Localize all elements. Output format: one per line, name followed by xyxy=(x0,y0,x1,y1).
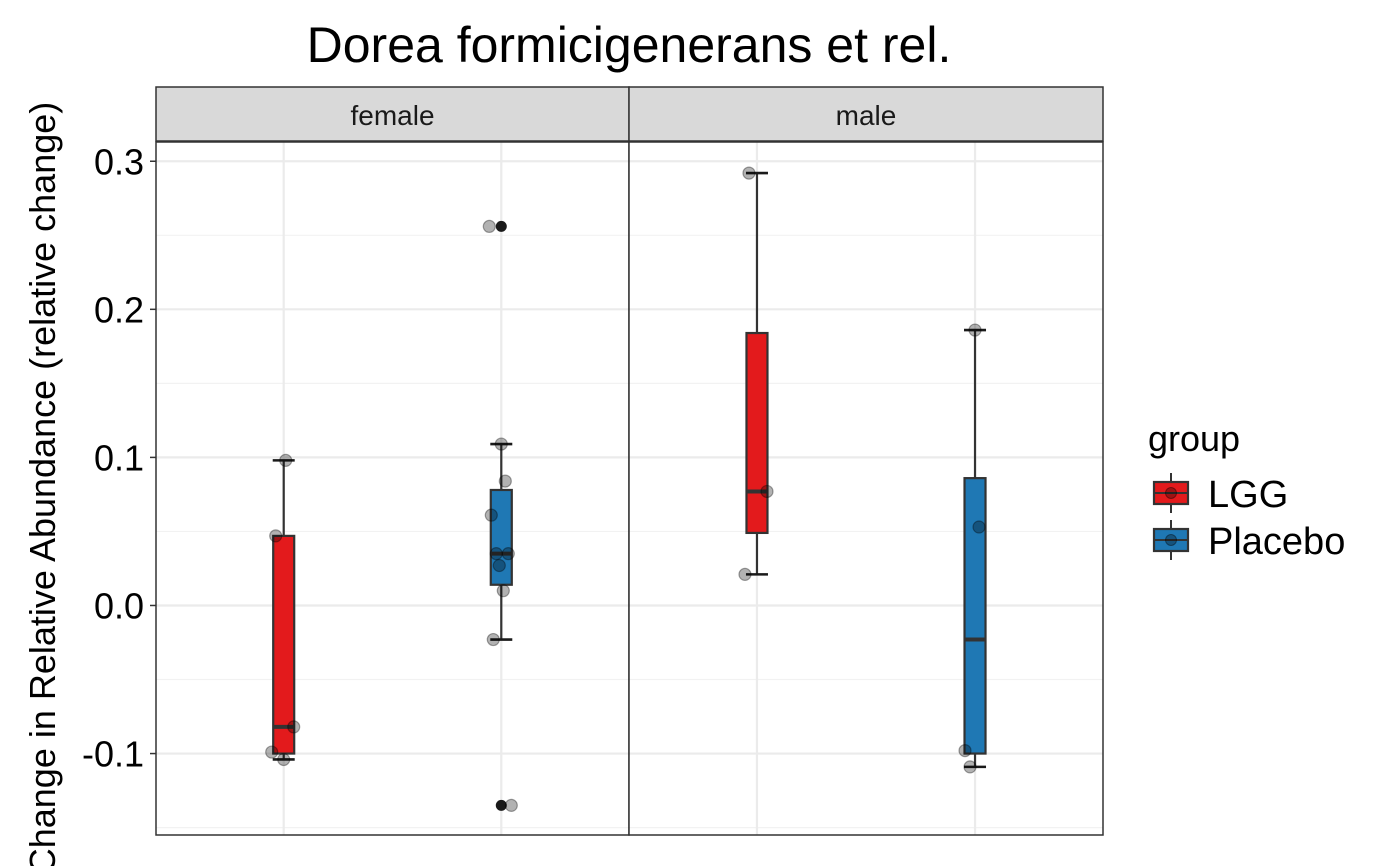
y-axis-ticks: -0.1 0.0 0.1 0.2 0.3 xyxy=(82,141,156,775)
box-body xyxy=(745,331,769,535)
panel-background xyxy=(156,142,629,835)
data-point xyxy=(963,760,977,774)
data-point xyxy=(742,166,756,180)
box-female-Placebo xyxy=(489,220,513,811)
y-tick-label: 0.2 xyxy=(94,289,144,330)
legend-key-point xyxy=(1165,487,1177,499)
chart-title: Dorea formicigenerans et rel. xyxy=(307,17,952,73)
data-point xyxy=(492,558,506,573)
data-point xyxy=(484,508,498,522)
legend: group LGG Placebo xyxy=(1148,418,1345,563)
box-male-Placebo xyxy=(963,328,987,769)
box-male-LGG xyxy=(745,171,769,576)
data-point xyxy=(760,484,774,499)
data-point xyxy=(958,743,972,758)
data-point xyxy=(494,437,508,451)
data-point xyxy=(279,453,293,467)
facet-strip-label: female xyxy=(350,100,434,131)
y-tick-label: 0.3 xyxy=(94,141,144,182)
box-body xyxy=(489,488,513,586)
panel-border xyxy=(628,141,1104,836)
facet-strip-label: male xyxy=(836,100,897,131)
y-tick-label: 0.1 xyxy=(94,437,144,478)
box-body xyxy=(963,477,987,755)
legend-item-lgg: LGG xyxy=(1152,473,1288,516)
data-point xyxy=(738,567,752,581)
legend-label: Placebo xyxy=(1208,521,1345,563)
outlier-point xyxy=(495,220,507,232)
y-tick-label: 0.0 xyxy=(94,585,144,626)
legend-key-point xyxy=(1165,534,1177,546)
data-point xyxy=(496,584,510,598)
data-point xyxy=(972,520,986,534)
y-tick-label: -0.1 xyxy=(82,734,144,775)
data-point xyxy=(504,798,518,812)
data-point xyxy=(968,323,982,337)
facet-strip xyxy=(155,86,630,142)
y-axis-title: Change in Relative Abundance (relative c… xyxy=(22,102,63,866)
data-point xyxy=(277,752,291,767)
data-point xyxy=(287,720,301,734)
data-point xyxy=(482,219,496,234)
legend-label: LGG xyxy=(1208,474,1288,516)
outlier-point xyxy=(495,799,507,811)
facet-strip xyxy=(628,86,1104,142)
data-point xyxy=(489,547,503,561)
panel-background xyxy=(629,142,1103,835)
box-female-LGG xyxy=(272,459,296,761)
data-point xyxy=(498,474,512,488)
data-point xyxy=(265,745,279,759)
legend-item-placebo: Placebo xyxy=(1152,520,1345,563)
facet-panel-female: female xyxy=(155,86,630,836)
data-point xyxy=(501,547,515,561)
legend-title: group xyxy=(1148,418,1240,459)
data-point xyxy=(269,529,283,543)
facet-panel-male: male xyxy=(628,86,1104,836)
box-body xyxy=(272,534,296,755)
data-point xyxy=(486,632,500,647)
facet-panels: female male xyxy=(155,86,1104,836)
